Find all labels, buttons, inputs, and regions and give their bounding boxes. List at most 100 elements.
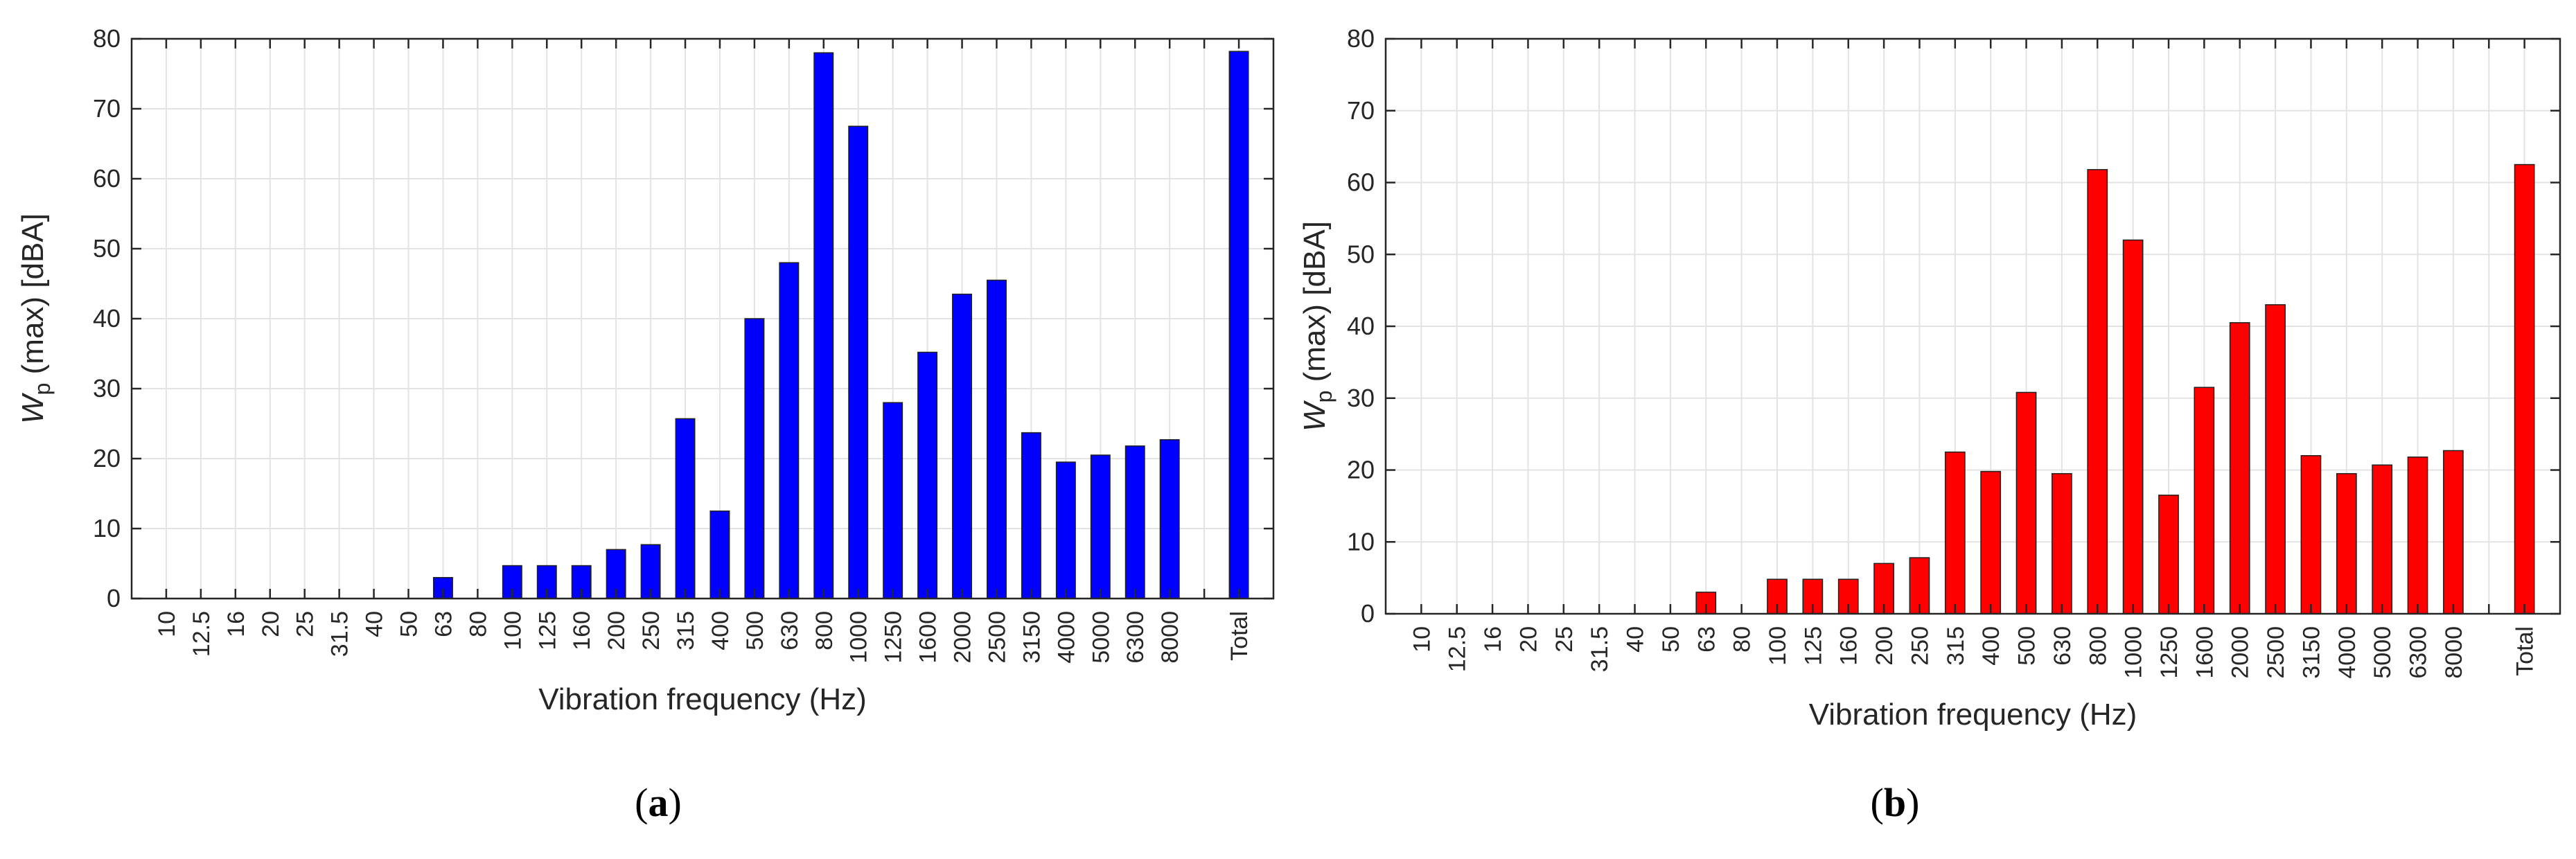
bar-3150: [1021, 432, 1041, 599]
y-tick-label: 0: [1361, 599, 1375, 628]
x-tick-label: 31.5: [327, 611, 353, 657]
x-tick-label: Total: [2512, 626, 2539, 676]
x-tick-label: 12.5: [1445, 626, 1471, 672]
bar-5000: [1090, 454, 1111, 599]
x-tick-label: 25: [1551, 626, 1578, 653]
x-tick-label: 31.5: [1587, 626, 1613, 672]
x-tick-label: 630: [2049, 626, 2076, 666]
bar-5000: [2372, 464, 2393, 614]
x-axis-label: Vibration frequency (Hz): [1809, 698, 2137, 732]
bar-2000: [2229, 322, 2250, 614]
bar-Total: [1228, 51, 1249, 599]
y-tick-label: 70: [93, 94, 121, 123]
y-tick-label: 0: [107, 584, 121, 612]
bar-2500: [987, 279, 1007, 599]
y-tick-label: 30: [93, 374, 121, 402]
x-tick-label: 8000: [1157, 611, 1183, 664]
bar-1250: [2158, 495, 2179, 614]
bar-500: [744, 318, 765, 599]
x-tick-label: 63: [1693, 626, 1720, 653]
x-tick-label: 3150: [1018, 611, 1045, 664]
x-tick-label: 125: [1800, 626, 1826, 666]
bar-800: [2087, 169, 2108, 614]
x-tick-label: 250: [638, 611, 664, 650]
bar-4000: [2336, 472, 2357, 614]
bar-630: [2052, 472, 2072, 614]
panel-caption: (a): [635, 780, 682, 825]
x-tick-label: 500: [2014, 626, 2040, 666]
bar-3150: [2300, 455, 2322, 614]
x-tick-label: 4000: [2334, 626, 2361, 679]
x-tick-label: 630: [777, 611, 803, 650]
y-tick-label: 10: [93, 514, 121, 542]
y-tick-label: 20: [93, 444, 121, 472]
x-tick-label: 8000: [2441, 626, 2467, 679]
x-tick-label: 80: [465, 611, 491, 637]
x-tick-label: 125: [534, 611, 561, 650]
x-tick-label: 50: [1658, 626, 1684, 653]
x-tick-label: 5000: [2370, 626, 2396, 679]
bar-400: [1980, 470, 2002, 614]
y-axis-label-symbol: W: [16, 393, 50, 424]
bar-6300: [1124, 445, 1145, 599]
x-tick-label: 160: [569, 611, 595, 650]
x-tick-label: 160: [1836, 626, 1862, 666]
x-tick-label: 4000: [1053, 611, 1079, 664]
x-tick-label: 20: [1515, 626, 1542, 653]
y-axis-label-unit: (max) [dBA]: [16, 213, 50, 383]
y-tick-label: 80: [93, 24, 121, 53]
panel-caption-paren: ): [1906, 780, 1919, 825]
bar-315: [675, 418, 696, 599]
chart-panel-a: 0 10 20 30 40 50 60 70 80 10 12.5 16 20 25 31.5 40 50 63 8…: [16, 24, 1275, 825]
x-tick-label: 50: [396, 611, 423, 637]
y-axis-label: Wp (max) [dBA]: [16, 213, 55, 424]
x-tick-label: 400: [707, 611, 734, 650]
x-tick-label: 1000: [2121, 626, 2147, 679]
panel-caption-letter: b: [1884, 780, 1906, 825]
x-tick-label: 100: [500, 611, 526, 650]
x-tick-label: 1250: [2156, 626, 2182, 679]
bar-630: [779, 262, 800, 599]
x-tick-label: 1000: [846, 611, 872, 664]
x-tick-label: 2500: [2263, 626, 2289, 679]
y-axis-label-subscript: p: [1312, 391, 1336, 403]
y-tick-label: 70: [1347, 96, 1375, 125]
x-tick-label: 10: [1409, 626, 1435, 653]
x-tick-label: 16: [1480, 626, 1506, 653]
y-axis-label-unit: (max) [dBA]: [1298, 221, 1332, 391]
panel-caption-paren: (: [1871, 780, 1884, 825]
bar-2000: [952, 293, 973, 599]
y-axis-label-subscript: p: [30, 383, 55, 396]
x-tick-label: 80: [1729, 626, 1756, 653]
panel-caption: (b): [1871, 780, 1920, 825]
bar-8000: [1159, 439, 1180, 599]
bar-Total: [2514, 163, 2535, 614]
bar-1000: [848, 125, 869, 599]
y-tick-label: 40: [93, 304, 121, 333]
x-tick-label: 2500: [984, 611, 1010, 664]
bar-250: [640, 544, 661, 599]
x-tick-label: 20: [258, 611, 284, 637]
x-tick-label: 315: [1943, 626, 1969, 666]
y-tick-label: 60: [1347, 168, 1375, 197]
bar-1600: [917, 351, 938, 599]
panel-caption-paren: (: [635, 780, 648, 825]
bar-400: [709, 511, 730, 599]
y-axis-label: Wp (max) [dBA]: [1298, 221, 1336, 432]
y-tick-label: 80: [1347, 24, 1375, 53]
y-tick-label: 40: [1347, 312, 1375, 340]
bar-8000: [2443, 450, 2464, 614]
bar-500: [2015, 391, 2037, 614]
x-tick-label: 40: [362, 611, 388, 637]
y-axis-label-symbol: W: [1298, 400, 1332, 432]
y-tick-label: 50: [93, 234, 121, 263]
x-tick-label: 1250: [881, 611, 907, 664]
x-tick-label: 800: [811, 611, 838, 650]
x-tick-label: 2000: [2227, 626, 2254, 679]
bar-1250: [883, 402, 903, 599]
x-tick-label: 200: [603, 611, 630, 650]
y-tick-label: 60: [93, 164, 121, 193]
panel-caption-letter: a: [649, 780, 669, 825]
y-tick-label: 20: [1347, 456, 1375, 484]
